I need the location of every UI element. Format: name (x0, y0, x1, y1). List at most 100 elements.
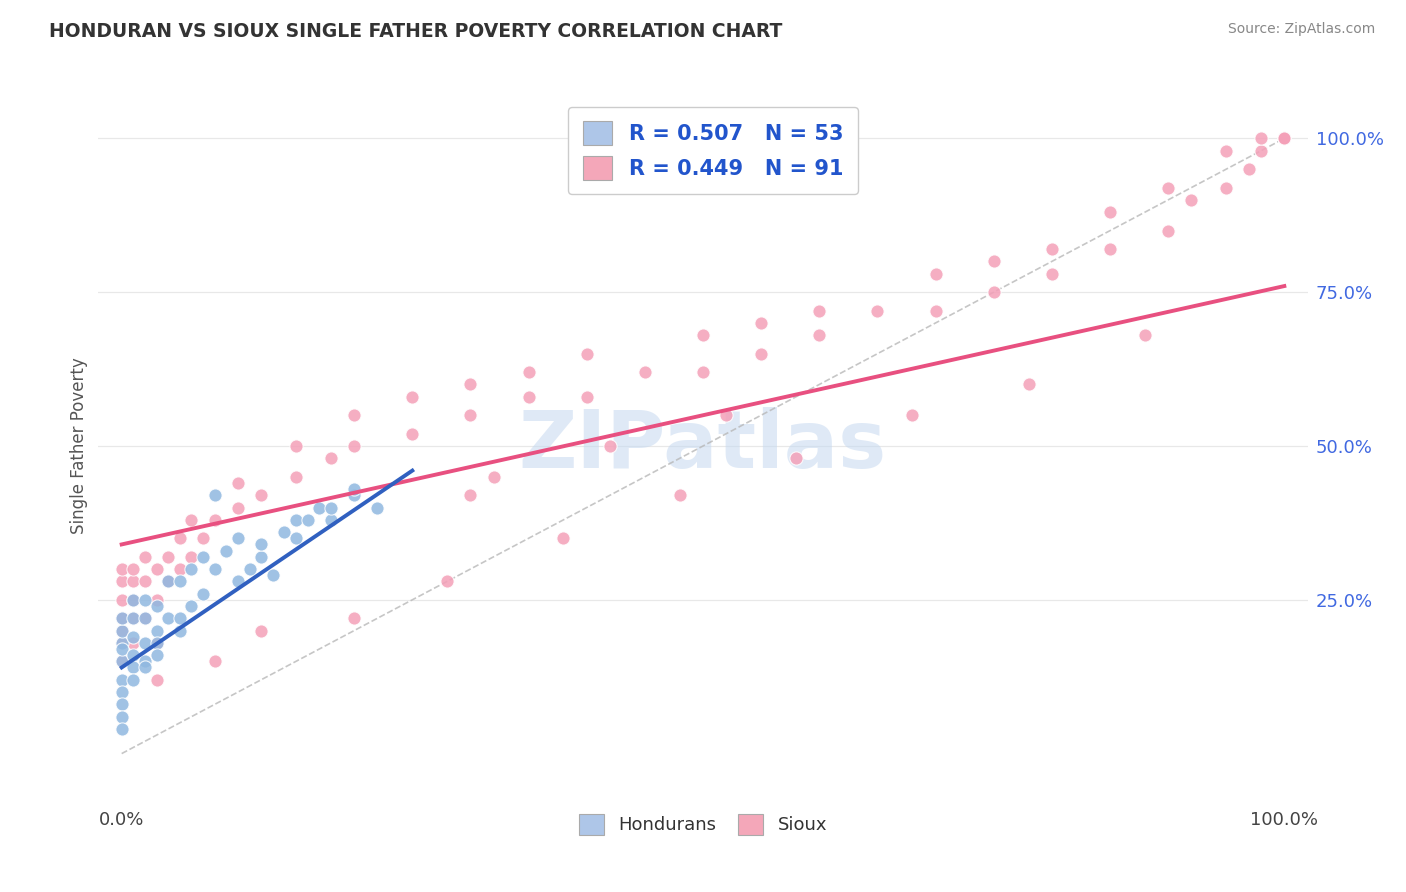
Text: ZIPatlas: ZIPatlas (519, 407, 887, 485)
Point (1133, 328, 1156, 343)
Point (180, 549, 202, 564)
Point (1180, 193, 1202, 207)
Point (285, 469, 308, 483)
Point (145, 592, 167, 607)
Point (1272, 131, 1295, 145)
Point (1272, 131, 1295, 145)
Point (319, 513, 342, 527)
Point (191, 587, 214, 601)
Point (111, 592, 134, 607)
Point (191, 549, 214, 564)
Point (157, 611, 180, 625)
Point (145, 648, 167, 662)
Point (226, 475, 249, 490)
Point (111, 698, 134, 712)
Point (1215, 180, 1237, 194)
Point (134, 660, 156, 674)
Point (180, 513, 202, 527)
Point (111, 611, 134, 625)
Point (1250, 131, 1272, 145)
Point (204, 654, 226, 668)
Point (111, 624, 134, 638)
Point (1272, 131, 1295, 145)
Point (134, 654, 156, 668)
Point (204, 562, 226, 576)
Point (983, 285, 1005, 300)
Text: HONDURAN VS SIOUX SINGLE FATHER POVERTY CORRELATION CHART: HONDURAN VS SIOUX SINGLE FATHER POVERTY … (49, 22, 783, 41)
Point (599, 439, 621, 453)
Point (1272, 131, 1295, 145)
Point (575, 390, 598, 404)
Point (111, 673, 134, 687)
Point (273, 525, 295, 540)
Point (285, 513, 308, 527)
Point (1239, 162, 1261, 177)
Point (285, 531, 308, 545)
Point (122, 660, 145, 674)
Point (169, 624, 191, 638)
Point (122, 673, 145, 687)
Point (343, 409, 366, 423)
Point (553, 531, 575, 545)
Point (1098, 205, 1121, 219)
Point (716, 409, 738, 423)
Point (250, 488, 273, 502)
Point (575, 347, 598, 361)
Point (262, 568, 284, 582)
Point (692, 365, 714, 379)
Point (145, 562, 167, 576)
Point (111, 642, 134, 657)
Point (401, 390, 423, 404)
Point (134, 636, 156, 650)
Point (692, 328, 714, 343)
Point (111, 709, 134, 723)
Point (145, 599, 167, 613)
Point (157, 574, 180, 589)
Point (517, 365, 540, 379)
Point (145, 624, 167, 638)
Point (111, 636, 134, 650)
Point (319, 500, 342, 515)
Point (1098, 242, 1121, 256)
Point (634, 365, 657, 379)
Point (111, 636, 134, 650)
Point (668, 488, 690, 502)
Point (145, 673, 167, 687)
Point (191, 531, 214, 545)
Point (122, 636, 145, 650)
Point (111, 654, 134, 668)
Point (134, 611, 156, 625)
Point (122, 592, 145, 607)
Text: Source: ZipAtlas.com: Source: ZipAtlas.com (1227, 22, 1375, 37)
Point (111, 562, 134, 576)
Point (250, 624, 273, 638)
Point (1250, 144, 1272, 158)
Point (319, 451, 342, 466)
Point (250, 537, 273, 551)
Point (1040, 267, 1063, 281)
Point (122, 562, 145, 576)
Point (204, 488, 226, 502)
Point (145, 636, 167, 650)
Point (145, 636, 167, 650)
Point (111, 685, 134, 699)
Point (226, 574, 249, 589)
Point (308, 500, 330, 515)
Point (517, 390, 540, 404)
Point (169, 531, 191, 545)
Y-axis label: Single Father Poverty: Single Father Poverty (70, 358, 89, 534)
Point (157, 574, 180, 589)
Point (250, 549, 273, 564)
Point (808, 328, 831, 343)
Point (239, 562, 262, 576)
Point (1272, 131, 1295, 145)
Point (122, 611, 145, 625)
Point (169, 611, 191, 625)
Point (180, 562, 202, 576)
Point (460, 488, 482, 502)
Point (924, 267, 946, 281)
Point (134, 592, 156, 607)
Legend: Hondurans, Sioux: Hondurans, Sioux (569, 805, 837, 844)
Point (866, 303, 889, 318)
Point (111, 624, 134, 638)
